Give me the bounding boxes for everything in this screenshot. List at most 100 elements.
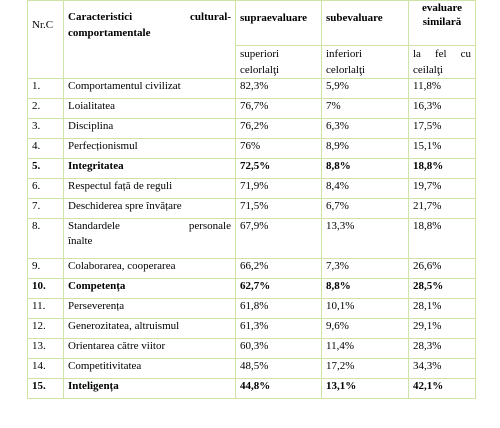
row-under: 8,8%	[321, 278, 409, 299]
row-name: Loialitatea	[63, 98, 236, 119]
row-under: 17,2%	[321, 358, 409, 379]
row-over: 72,5%	[235, 158, 322, 179]
row-over: 61,3%	[235, 318, 322, 339]
row-name: Perseverența	[63, 298, 236, 319]
table-row: 4. Perfecționismul 76% 8,9% 15,1%	[27, 138, 476, 159]
row-name: Orientarea către viitor	[63, 338, 236, 359]
table-row: 2. Loialitatea 76,7% 7% 16,3%	[27, 98, 476, 119]
row-similar: 17,5%	[408, 118, 476, 139]
row-name: Disciplina	[63, 118, 236, 139]
row-nr: 5.	[27, 158, 64, 179]
header-similar: evaluare similară	[408, 0, 476, 46]
row-under: 8,4%	[321, 178, 409, 199]
header-row-1: Nr.C Caracteristici cultural- comportame…	[27, 0, 476, 79]
table-row: 7. Deschiderea spre învățare 71,5% 6,7% …	[27, 198, 476, 219]
row-under: 6,7%	[321, 198, 409, 219]
row-over: 62,7%	[235, 278, 322, 299]
row-similar: 29,1%	[408, 318, 476, 339]
row-under: 13,1%	[321, 378, 409, 399]
table-row: 1. Comportamentul civilizat 82,3% 5,9% 1…	[27, 78, 476, 99]
row-over: 76%	[235, 138, 322, 159]
table-row: 8. Standardele personale înalte 67,9% 13…	[27, 218, 476, 259]
row-name-line2: înalte	[68, 235, 93, 247]
evaluation-table: Nr.C Caracteristici cultural- comportame…	[27, 0, 476, 399]
table-row: 5. Integritatea 72,5% 8,8% 18,8%	[27, 158, 476, 179]
sub-under-line2: celorlalţi	[326, 64, 366, 76]
row-nr: 12.	[27, 318, 64, 339]
row-nr: 6.	[27, 178, 64, 199]
row-over: 76,2%	[235, 118, 322, 139]
header-similar-line2: similară	[422, 16, 462, 28]
row-similar: 28,1%	[408, 298, 476, 319]
row-under: 8,8%	[321, 158, 409, 179]
table-row: 3. Disciplina 76,2% 6,3% 17,5%	[27, 118, 476, 139]
sub-over-line2: celorlalţi	[240, 64, 280, 76]
row-nr: 1.	[27, 78, 64, 99]
sub-similar-line1: la fel cu	[413, 48, 471, 60]
table-row: 12. Generozitatea, altruismul 61,3% 9,6%…	[27, 318, 476, 339]
row-similar: 18,8%	[408, 158, 476, 179]
row-over: 82,3%	[235, 78, 322, 99]
row-similar: 26,6%	[408, 258, 476, 279]
row-nr: 11.	[27, 298, 64, 319]
row-name: Inteligența	[63, 378, 236, 399]
table-row: 14. Competitivitatea 48,5% 17,2% 34,3%	[27, 358, 476, 379]
row-similar: 19,7%	[408, 178, 476, 199]
sub-similar: la fel cu ceilalţi	[408, 45, 476, 79]
row-over: 76,7%	[235, 98, 322, 119]
table-row: 6. Respectul față de reguli 71,9% 8,4% 1…	[27, 178, 476, 199]
header-similar-line1: evaluare	[421, 2, 463, 14]
header-row-2: superiori celorlalţi inferiori celorlalţ…	[28, 45, 476, 79]
header-characteristics: Caracteristici cultural- comportamentale	[63, 0, 236, 79]
row-name: Standardele personale înalte	[63, 218, 236, 259]
row-similar: 28,5%	[408, 278, 476, 299]
row-similar: 16,3%	[408, 98, 476, 119]
row-nr: 3.	[27, 118, 64, 139]
row-similar: 21,7%	[408, 198, 476, 219]
row-name: Integritatea	[63, 158, 236, 179]
table-container: Nr.C Caracteristici cultural- comportame…	[27, 0, 476, 399]
row-name: Competitivitatea	[63, 358, 236, 379]
row-similar: 15,1%	[408, 138, 476, 159]
row-over: 71,5%	[235, 198, 322, 219]
row-nr: 2.	[27, 98, 64, 119]
row-name-line1: Standardele personale	[68, 220, 231, 232]
header-characteristics-line1: Caracteristici cultural-	[68, 11, 231, 23]
sub-under: inferiori celorlalţi	[321, 45, 409, 79]
sub-similar-line2: ceilalţi	[413, 64, 443, 76]
row-under: 7%	[321, 98, 409, 119]
row-under: 11,4%	[321, 338, 409, 359]
header-characteristics-line2: comportamentale	[68, 27, 151, 39]
row-over: 71,9%	[235, 178, 322, 199]
header-under: subevaluare	[321, 0, 409, 46]
row-under: 10,1%	[321, 298, 409, 319]
row-nr: 9.	[27, 258, 64, 279]
row-over: 61,8%	[235, 298, 322, 319]
table-row: 9. Colaborarea, cooperarea 66,2% 7,3% 26…	[27, 258, 476, 279]
table-row: 15. Inteligența 44,8% 13,1% 42,1%	[27, 378, 476, 399]
row-nr: 14.	[27, 358, 64, 379]
row-nr: 7.	[27, 198, 64, 219]
sub-over: superiori celorlalţi	[235, 45, 322, 79]
table-row: 13. Orientarea către viitor 60,3% 11,4% …	[27, 338, 476, 359]
table-row: 10. Competența 62,7% 8,8% 28,5%	[27, 278, 476, 299]
row-name: Deschiderea spre învățare	[63, 198, 236, 219]
row-name: Perfecționismul	[63, 138, 236, 159]
row-nr: 10.	[27, 278, 64, 299]
row-over: 66,2%	[235, 258, 322, 279]
row-under: 5,9%	[321, 78, 409, 99]
row-under: 7,3%	[321, 258, 409, 279]
row-similar: 11,8%	[408, 78, 476, 99]
row-under: 9,6%	[321, 318, 409, 339]
row-nr: 8.	[27, 218, 64, 259]
row-over: 44,8%	[235, 378, 322, 399]
row-name: Respectul față de reguli	[63, 178, 236, 199]
row-nr: 4.	[27, 138, 64, 159]
row-under: 13,3%	[321, 218, 409, 259]
row-name: Comportamentul civilizat	[63, 78, 236, 99]
row-over: 60,3%	[235, 338, 322, 359]
sub-under-line1: inferiori	[326, 48, 363, 60]
header-nr: Nr.C	[27, 0, 64, 79]
row-name: Competența	[63, 278, 236, 299]
row-similar: 28,3%	[408, 338, 476, 359]
